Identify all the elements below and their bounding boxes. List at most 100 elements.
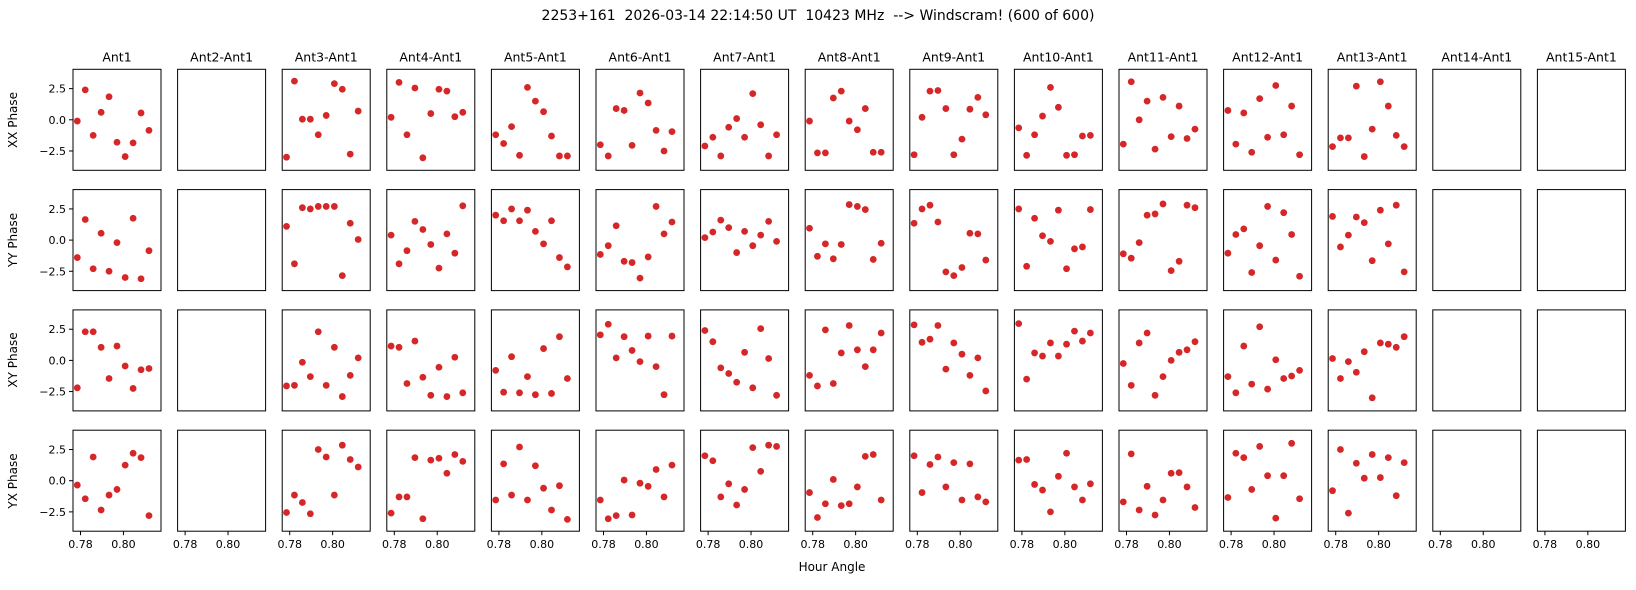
data-point (298, 499, 306, 506)
data-point (644, 482, 652, 490)
panel-frame (1432, 309, 1522, 412)
data-point (1360, 219, 1368, 227)
data-point (1392, 492, 1400, 500)
x-tick-label: 0.80 (739, 538, 764, 551)
panel-xx-phase-ant8-ant1: Ant8-Ant1 (804, 49, 894, 171)
data-point (459, 389, 467, 397)
data-point (121, 461, 129, 469)
data-point (403, 131, 411, 139)
data-point (354, 354, 362, 362)
data-point (427, 241, 435, 248)
data-point (387, 509, 395, 517)
data-point (1256, 323, 1264, 331)
panel-frame (386, 429, 476, 532)
data-point (918, 338, 926, 346)
data-point (861, 105, 869, 112)
data-point (1368, 451, 1376, 458)
data-point (1175, 348, 1183, 356)
x-tick-label: 0.78 (487, 538, 512, 551)
data-point (974, 230, 982, 238)
data-point (145, 512, 153, 520)
data-point (644, 253, 652, 261)
data-point (1151, 145, 1159, 153)
data-point (757, 231, 765, 239)
data-point (596, 251, 604, 258)
data-point (1175, 257, 1183, 265)
data-point (1384, 454, 1392, 462)
data-point (717, 216, 725, 224)
panel-yx-phase-ant11-ant1: 0.78 0.80 (1114, 429, 1208, 551)
data-point (1384, 102, 1392, 110)
data-point (443, 393, 451, 400)
panel-yy-phase-ant4-ant1 (386, 189, 476, 292)
panel-yy-phase-ant3-ant1 (281, 189, 371, 292)
data-point (709, 133, 717, 141)
panel-yy-phase-ant15-ant1 (1536, 189, 1626, 292)
data-point (1079, 496, 1086, 504)
data-point (338, 85, 346, 93)
data-point (1127, 381, 1135, 389)
panel-frame (281, 68, 371, 171)
data-point (1280, 472, 1288, 480)
panel-yx-phase-ant2-ant1: 0.78 0.80 (173, 429, 267, 551)
data-point (81, 86, 89, 94)
data-point (749, 242, 757, 250)
x-tick-label: 0.80 (320, 538, 345, 551)
data-point (524, 373, 531, 381)
data-point (877, 239, 885, 247)
data-point (974, 93, 982, 101)
data-point (548, 506, 555, 514)
data-point (1047, 237, 1054, 245)
panel-frame (177, 189, 267, 292)
data-point (596, 331, 604, 339)
data-point (837, 502, 845, 510)
data-point (1023, 456, 1031, 463)
panel-frame (1013, 429, 1103, 532)
data-point (459, 457, 467, 465)
data-point (306, 115, 314, 123)
y-tick-label: 2.5 (49, 83, 67, 96)
data-point (741, 486, 748, 493)
data-point (1127, 450, 1135, 458)
data-point (829, 255, 837, 263)
data-point (668, 128, 676, 136)
panel-frame (1536, 68, 1626, 171)
data-point (89, 265, 97, 273)
data-point (73, 117, 81, 125)
data-point (660, 147, 668, 155)
data-point (1055, 206, 1062, 214)
data-point (556, 482, 563, 490)
data-point (636, 274, 644, 282)
panel-frame (1013, 309, 1103, 412)
data-point (1191, 125, 1199, 133)
data-point (1288, 372, 1296, 380)
data-point (129, 214, 137, 222)
panel-yy-phase-ant2-ant1 (177, 189, 267, 292)
data-point (806, 117, 813, 125)
data-point (346, 219, 354, 227)
data-point (1272, 514, 1280, 522)
data-point (942, 105, 950, 112)
x-tick-label: 0.78 (1323, 538, 1348, 551)
panel-yy-phase-ant12-ant1 (1223, 189, 1313, 292)
data-point (1248, 380, 1256, 388)
data-point (556, 254, 563, 261)
panel-xx-phase-ant4-ant1: Ant4-Ant1 (386, 49, 476, 171)
data-point (1063, 340, 1070, 348)
y-tick-label: 0.0 (49, 354, 67, 367)
panel-yy-phase-ant14-ant1 (1432, 189, 1522, 292)
data-point (1288, 439, 1296, 447)
x-tick-label: 0.78 (1533, 538, 1558, 551)
data-point (137, 454, 145, 462)
data-point (741, 133, 748, 141)
data-point (1256, 242, 1264, 250)
data-point (121, 362, 129, 370)
panel-title-ant3-ant1: Ant3-Ant1 (295, 49, 358, 64)
data-point (1031, 481, 1038, 488)
data-point (1280, 131, 1288, 139)
data-point (861, 363, 869, 371)
data-point (845, 322, 853, 329)
data-point (291, 491, 298, 499)
data-point (1015, 320, 1023, 328)
data-point (1337, 243, 1344, 251)
